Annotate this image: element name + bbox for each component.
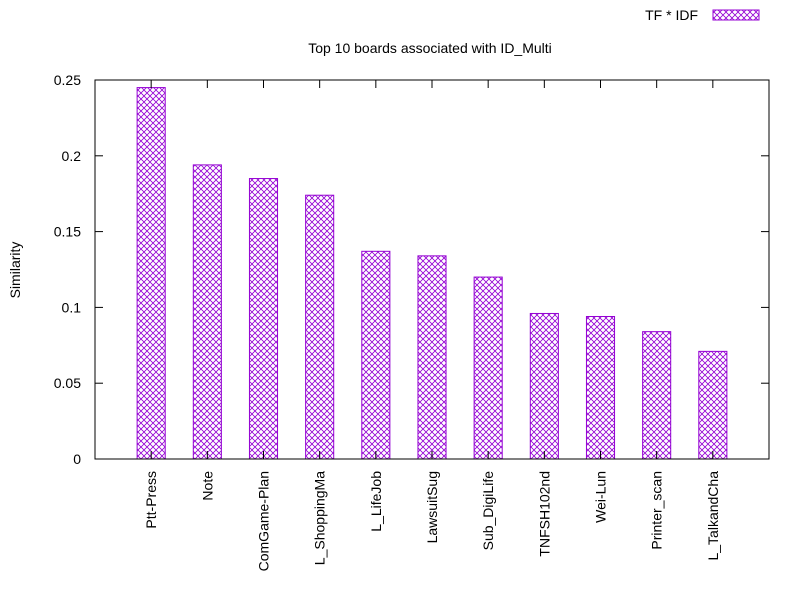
- x-tick-label: Wei-Lun: [593, 471, 609, 523]
- bar: [473, 276, 503, 460]
- x-tick-label: Sub_DigiLife: [480, 471, 496, 551]
- y-tick-label: 0: [73, 451, 81, 467]
- x-tick-label: L_LifeJob: [368, 471, 384, 532]
- x-tick-label: Note: [199, 471, 215, 501]
- y-tick-label: 0.05: [54, 375, 81, 391]
- y-axis: 0 0.05 0.1 0.15 0.2 0.25: [54, 72, 769, 467]
- bar: [192, 164, 222, 460]
- bar: [417, 255, 447, 460]
- bar: [305, 194, 335, 460]
- x-tick-label: L_TalkandCha: [705, 471, 721, 561]
- y-tick-label: 0.2: [62, 148, 82, 164]
- bar-series: [136, 87, 728, 460]
- bar: [136, 87, 166, 460]
- legend: TF * IDF: [645, 7, 760, 23]
- y-tick-label: 0.1: [62, 299, 82, 315]
- bar: [361, 250, 391, 460]
- y-axis-label: Similarity: [7, 242, 23, 299]
- x-tick-label: LawsuitSug: [424, 471, 440, 543]
- x-tick-label: Ptt-Press: [143, 471, 159, 529]
- bar: [698, 350, 728, 460]
- x-tick-label: ComGame-Plan: [256, 471, 272, 571]
- bar: [642, 331, 672, 460]
- bar: [529, 312, 559, 460]
- x-tick-label: TNFSH102nd: [536, 471, 552, 557]
- legend-swatch: [712, 9, 760, 21]
- chart-title: Top 10 boards associated with ID_Multi: [308, 40, 552, 56]
- x-tick-label: Printer_scan: [649, 471, 665, 550]
- y-tick-label: 0.25: [54, 72, 81, 88]
- bar: [585, 315, 616, 460]
- x-tick-label: L_ShoppingMa: [312, 471, 328, 565]
- legend-label: TF * IDF: [645, 7, 698, 23]
- x-axis: Ptt-Press Note ComGame-Plan L_ShoppingMa L_L…: [143, 80, 721, 571]
- bar: [248, 178, 279, 460]
- plot-area-border: [94, 79, 770, 460]
- y-tick-label: 0.15: [54, 224, 81, 240]
